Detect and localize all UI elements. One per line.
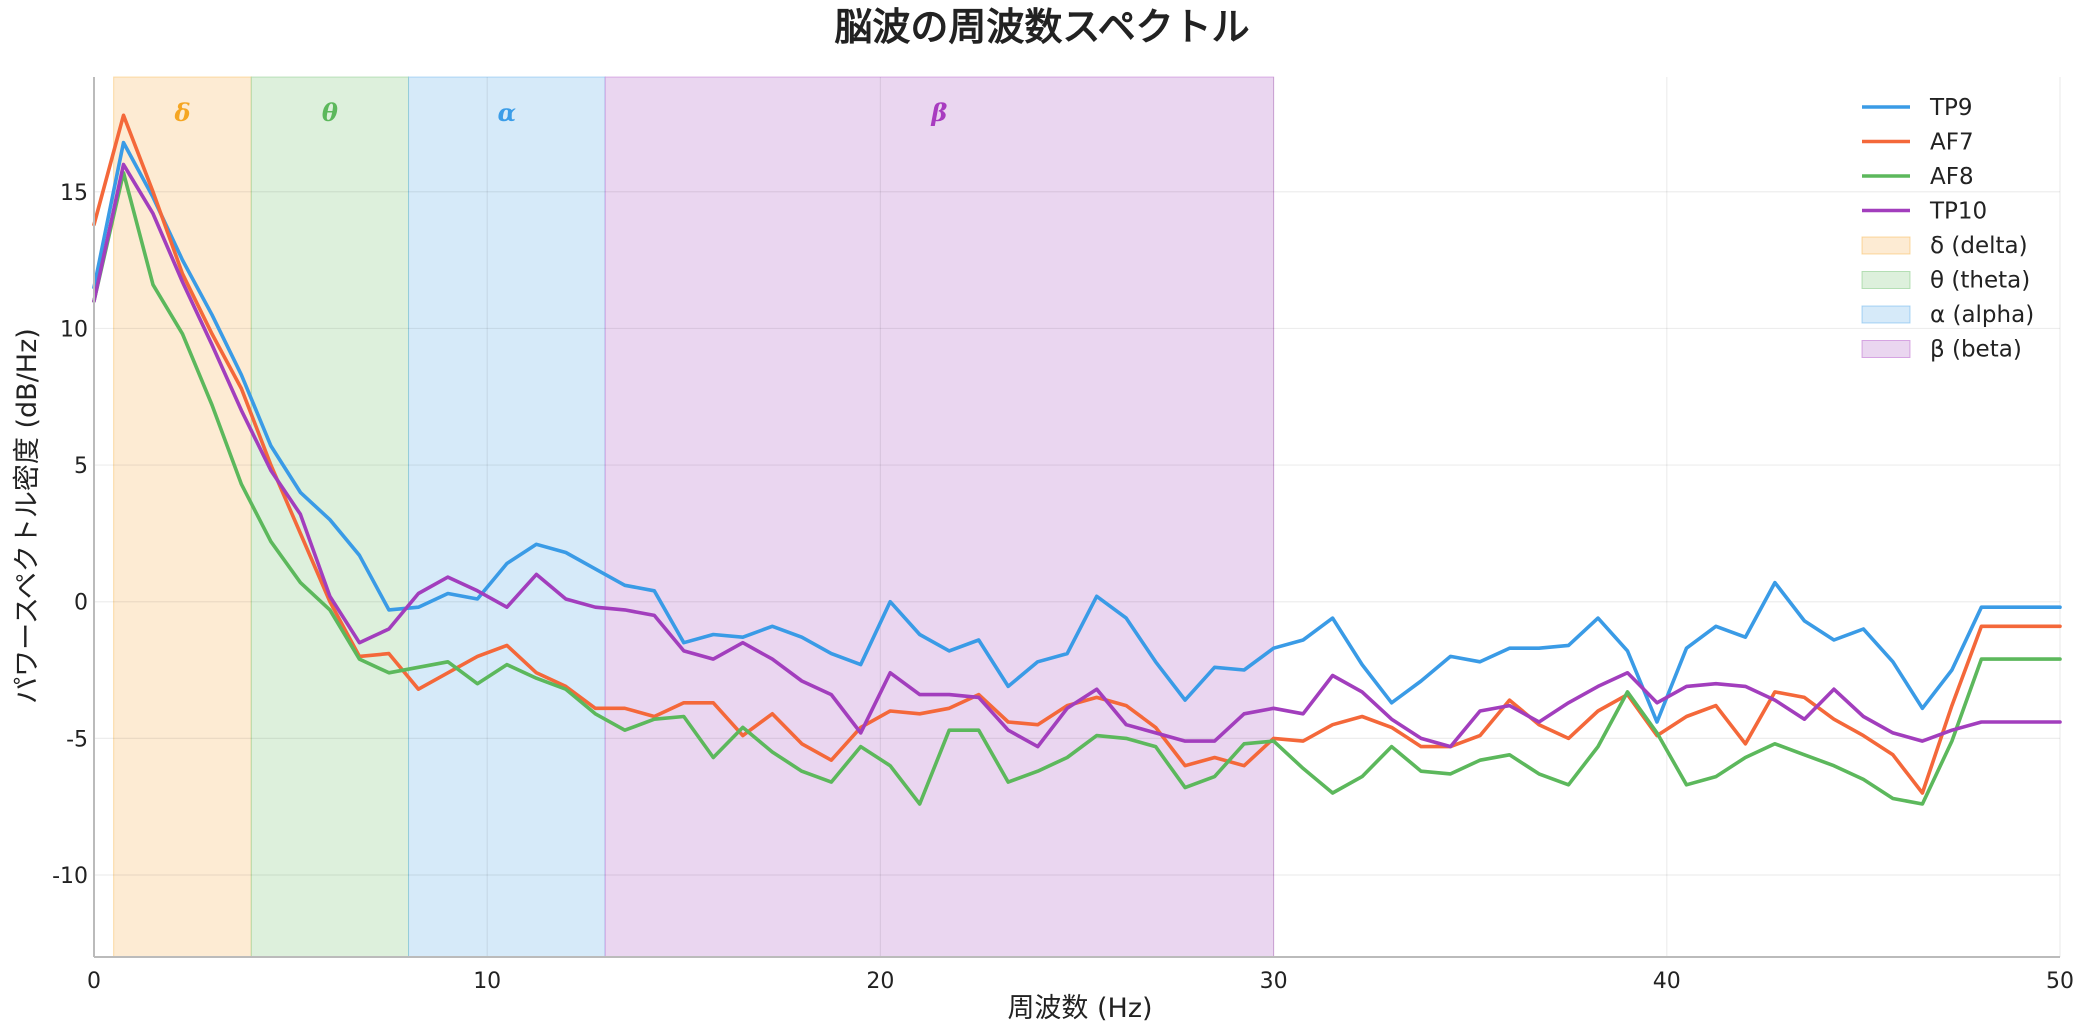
y-axis-label: パワースペクトル密度 (dB/Hz) [12,328,43,704]
band-symbol-label: δ [173,98,190,127]
x-tick-label: 40 [1653,969,1681,994]
legend-entry-label: θ (theta) [1930,268,2030,294]
series-line-af7 [92,113,2062,795]
band-symbol-label: β [930,98,947,127]
band-region-2 [408,76,606,958]
y-tick-label: 0 [74,591,88,616]
legend: TP9 AF7 AF8 TP10 δ (delta) θ (theta) α (alpha)… [1861,95,2034,363]
band-region-1 [250,76,410,958]
band-symbol-label: α [498,98,516,127]
x-tick-label: 50 [2046,969,2074,994]
legend-entry-label: α (alpha) [1930,302,2034,328]
legend-entry-label: AF8 [1930,164,1974,190]
x-tick-label: 0 [87,969,101,994]
series-line-tp9 [92,140,2062,724]
axes-layer: 0 10 20 30 40 50 -10 -5 0 5 10 15 [52,77,2074,994]
legend-swatch-patch [1861,236,1911,255]
band-region-3 [604,76,1275,958]
legend-entry-label: AF7 [1930,130,1974,156]
y-tick-label: 5 [74,454,88,479]
x-tick-label: 30 [1260,969,1288,994]
series-layer [92,113,2062,806]
x-tick-label: 20 [866,969,894,994]
series-line-tp10 [92,162,2062,749]
band-symbol-label: θ [322,98,338,127]
y-tick-label: 10 [60,317,88,342]
x-axis-label: 周波数 (Hz) [1007,993,1152,1024]
legend-swatch-patch [1861,305,1911,324]
x-tick-label: 10 [473,969,501,994]
legend-entry-label: δ (delta) [1930,233,2028,259]
series-line-af8 [92,170,2062,806]
y-tick-label: -5 [66,727,88,752]
y-tick-label: 15 [60,181,88,206]
legend-entry-label: β (beta) [1930,337,2022,363]
legend-swatch-patch [1861,271,1911,289]
legend-swatch-patch [1861,340,1911,358]
band-shading-layer [113,76,1275,958]
legend-entry-label: TP10 [1929,199,1987,225]
y-tick-label: -10 [52,864,88,889]
chart-title: 脳波の周波数スペクトル [834,5,1249,49]
legend-entry-label: TP9 [1929,95,1973,121]
